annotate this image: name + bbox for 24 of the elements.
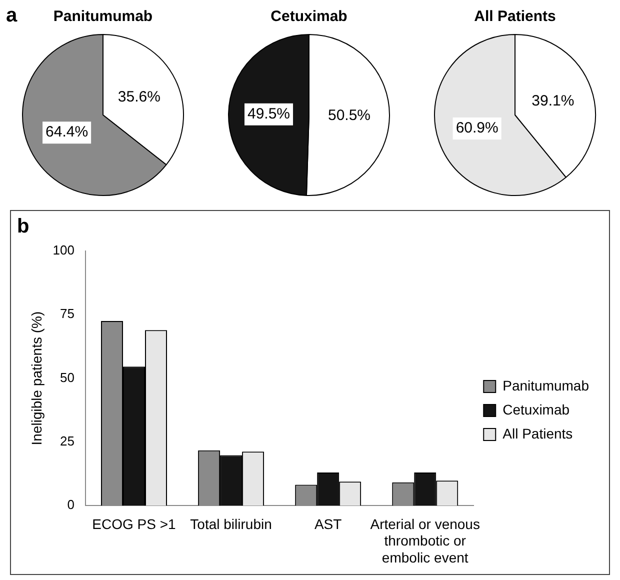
chart-title: Cetuximab	[270, 8, 348, 26]
y-tick-label: 25	[60, 434, 74, 449]
legend-label: Panitumumab	[502, 377, 590, 394]
x-tick-label: Total bilirubin	[190, 516, 272, 532]
y-tick-label: 0	[67, 497, 74, 512]
y-tick-label: 75	[60, 306, 74, 322]
x-tick-label: AST	[314, 516, 342, 532]
data-label: 35.6%	[118, 88, 160, 106]
data-label: 64.4%	[46, 124, 88, 141]
legend-label: Cetuximab	[502, 401, 570, 418]
data-label: 49.5%	[247, 106, 290, 123]
y-tick-label: 50	[60, 370, 74, 385]
legend-label: All Patients	[502, 425, 573, 442]
text: b	[17, 216, 30, 238]
data-label: 39.1%	[532, 92, 574, 110]
chart-title: Panitumumab	[53, 8, 153, 26]
data-label: 50.5%	[328, 106, 371, 124]
y-tick-label: 100	[52, 242, 74, 258]
x-tick-label: ECOG PS >1	[92, 516, 176, 532]
y-axis-title: Ineligible patients (%)	[28, 311, 44, 446]
data-label: 60.9%	[456, 120, 498, 137]
text: a	[6, 4, 18, 27]
chart-title: All Patients	[474, 8, 556, 26]
x-tick-label: Arterial or venous thrombotic or embolic event	[370, 516, 480, 566]
